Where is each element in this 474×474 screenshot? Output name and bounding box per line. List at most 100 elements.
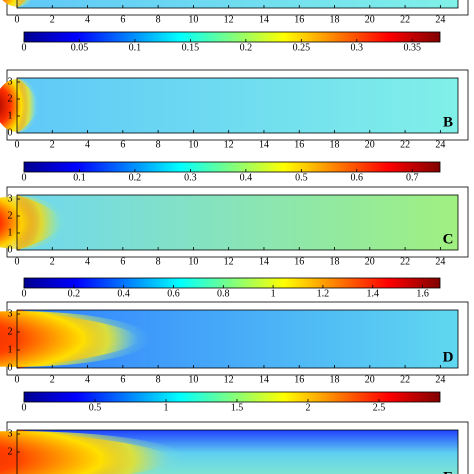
- colorbar-tick-label: 1.5: [231, 402, 244, 413]
- x-tick-label: 6: [120, 14, 125, 25]
- axes: [16, 194, 459, 251]
- colorbar-tick-label: 1: [163, 402, 168, 413]
- y-tick-label: 0: [8, 127, 13, 138]
- colorbar-tick-label: 0: [22, 288, 27, 299]
- x-tick-label: 6: [120, 374, 125, 385]
- y-tick-label: 3: [8, 308, 13, 319]
- x-tick-label: 24: [435, 374, 445, 385]
- x-tick-label: 8: [156, 14, 161, 25]
- axes: [16, 0, 459, 9]
- colorbar-tick-label: 0.7: [406, 172, 419, 183]
- x-tick-label: 14: [259, 14, 269, 25]
- x-tick-label: 12: [224, 374, 234, 385]
- colorbar: [23, 391, 441, 403]
- colorbar-tick-label: 1.4: [366, 288, 379, 299]
- panel-label: E: [443, 469, 453, 474]
- x-tick-label: 18: [330, 374, 340, 385]
- y-tick-label: 1: [8, 110, 13, 121]
- x-tick-label: 20: [365, 256, 375, 267]
- colorbar-tick-label: 0.5: [295, 172, 308, 183]
- colorbar-tick-label: 1.2: [317, 288, 330, 299]
- x-tick-label: 4: [85, 374, 90, 385]
- axes: [16, 77, 459, 134]
- y-tick-label: 3: [8, 76, 13, 87]
- colorbar-tick-label: 0.3: [351, 42, 364, 53]
- x-tick-label: 24: [435, 256, 445, 267]
- panel-label: B: [443, 114, 453, 130]
- colorbar-tick-label: 1: [271, 288, 276, 299]
- field: [17, 78, 458, 133]
- x-tick-label: 10: [188, 139, 198, 150]
- x-tick-label: 14: [259, 139, 269, 150]
- x-tick-label: 10: [188, 256, 198, 267]
- y-tick-label: 3: [8, 193, 13, 204]
- x-tick-label: 6: [120, 139, 125, 150]
- x-tick-label: 4: [85, 256, 90, 267]
- colorbar-tick-label: 0.25: [293, 42, 311, 53]
- colorbar-tick-label: 0.6: [167, 288, 180, 299]
- hot-core: [0, 196, 66, 249]
- colorbar: [23, 277, 441, 289]
- colorbar-tick-label: 0.2: [68, 288, 81, 299]
- y-tick-label: 3: [8, 428, 13, 439]
- colorbar-tick-label: 0.05: [71, 42, 89, 53]
- y-tick-label: 0: [8, 362, 13, 373]
- panel-frame: [6, 0, 469, 16]
- y-tick-label: 1: [8, 227, 13, 238]
- x-tick-label: 16: [294, 256, 304, 267]
- x-tick-label: 22: [400, 374, 410, 385]
- field: [17, 0, 458, 8]
- colorbar-tick-label: 0: [22, 402, 27, 413]
- colorbar-tick-label: 2.5: [373, 402, 386, 413]
- hot-core: [0, 431, 187, 474]
- x-tick-label: 0: [15, 374, 20, 385]
- x-tick-label: 4: [85, 14, 90, 25]
- colorbar-tick-label: 0.4: [117, 288, 130, 299]
- x-tick-label: 24: [435, 139, 445, 150]
- x-tick-label: 2: [50, 139, 55, 150]
- colorbar-tick-label: 0.8: [217, 288, 230, 299]
- x-tick-label: 22: [400, 14, 410, 25]
- x-tick-label: 8: [156, 374, 161, 385]
- x-tick-label: 20: [365, 14, 375, 25]
- x-tick-label: 18: [330, 14, 340, 25]
- x-tick-label: 10: [188, 374, 198, 385]
- x-tick-label: 12: [224, 139, 234, 150]
- x-tick-label: 12: [224, 14, 234, 25]
- x-tick-label: 8: [156, 139, 161, 150]
- colorbar-tick-label: 0.4: [240, 172, 253, 183]
- hot-core: [0, 311, 151, 367]
- x-tick-label: 16: [294, 374, 304, 385]
- x-tick-label: 18: [330, 256, 340, 267]
- x-tick-label: 14: [259, 256, 269, 267]
- colorbar-tick-label: 0: [22, 172, 27, 183]
- y-tick-label: 0: [8, 244, 13, 255]
- x-tick-label: 16: [294, 14, 304, 25]
- colorbar-tick-label: 0.15: [182, 42, 200, 53]
- x-tick-label: 4: [85, 139, 90, 150]
- colorbar-tick-label: 0.5: [89, 402, 102, 413]
- x-tick-label: 22: [400, 256, 410, 267]
- x-tick-label: 8: [156, 256, 161, 267]
- colorbar-tick-label: 1.6: [416, 288, 429, 299]
- field: [17, 195, 458, 250]
- colorbar-tick-label: 0: [22, 42, 27, 53]
- colorbar-tick-label: 0.6: [351, 172, 364, 183]
- x-tick-label: 24: [435, 14, 445, 25]
- y-tick-label: 1: [8, 344, 13, 355]
- x-tick-label: 12: [224, 256, 234, 267]
- x-tick-label: 18: [330, 139, 340, 150]
- x-tick-label: 20: [365, 139, 375, 150]
- x-tick-label: 2: [50, 14, 55, 25]
- y-tick-label: 2: [8, 210, 13, 221]
- x-tick-label: 2: [50, 374, 55, 385]
- x-tick-label: 2: [50, 256, 55, 267]
- axes: [16, 429, 459, 474]
- colorbar-tick-label: 0.1: [73, 172, 86, 183]
- x-tick-label: 0: [15, 256, 20, 267]
- x-tick-label: 22: [400, 139, 410, 150]
- x-tick-label: 0: [15, 14, 20, 25]
- colorbar: [23, 161, 441, 173]
- y-tick-label: 2: [8, 446, 13, 457]
